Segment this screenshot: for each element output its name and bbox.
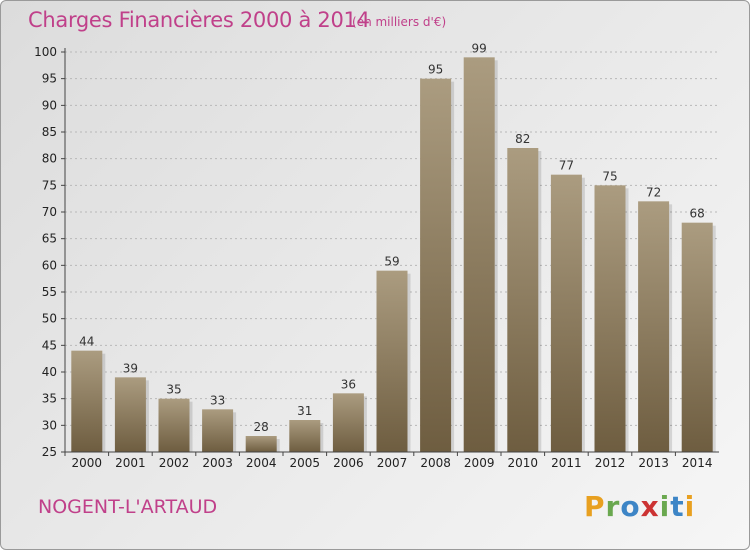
x-tick-label: 2002 xyxy=(159,456,190,470)
bar-2006 xyxy=(332,393,364,452)
x-tick-label: 2014 xyxy=(682,456,713,470)
bar-2009 xyxy=(463,57,495,452)
data-label: 31 xyxy=(297,404,312,418)
data-label: 39 xyxy=(123,361,138,375)
data-label: 75 xyxy=(602,169,617,183)
logo-letter: i xyxy=(684,490,696,523)
y-tick-label: 100 xyxy=(34,45,57,59)
logo-letter: t xyxy=(670,490,685,523)
bar-2003 xyxy=(202,409,234,452)
bar-2011 xyxy=(550,174,582,452)
y-tick-label: 60 xyxy=(42,258,57,272)
chart-title: Charges Financières 2000 à 2014 xyxy=(28,8,370,32)
logo-letter: i xyxy=(659,490,671,523)
data-label: 95 xyxy=(428,63,443,77)
y-tick-label: 25 xyxy=(42,445,57,459)
logo-letter: r xyxy=(605,490,621,523)
data-label: 59 xyxy=(384,255,399,269)
data-label: 99 xyxy=(472,41,487,55)
bar-2001 xyxy=(114,377,146,452)
x-tick-label: 2005 xyxy=(290,456,321,470)
bar-2014 xyxy=(681,222,713,452)
x-tick-label: 2008 xyxy=(420,456,451,470)
bar-2012 xyxy=(594,185,626,453)
data-label: 36 xyxy=(341,377,356,391)
bar-2000 xyxy=(71,350,103,452)
x-tick-label: 2000 xyxy=(72,456,103,470)
logo-letter: P xyxy=(584,490,606,523)
bar-2002 xyxy=(158,398,190,452)
chart-subtitle: (en milliers d'€) xyxy=(352,15,447,29)
commune-name: NOGENT-L'ARTAUD xyxy=(38,496,218,518)
data-label: 77 xyxy=(559,159,574,173)
y-tick-label: 55 xyxy=(42,285,57,299)
bar-2008 xyxy=(420,78,452,453)
x-tick-label: 2011 xyxy=(551,456,582,470)
y-tick-label: 70 xyxy=(42,205,57,219)
data-label: 35 xyxy=(166,383,181,397)
proxiti-logo: Proxiti xyxy=(584,490,695,523)
bar-2007 xyxy=(376,270,408,452)
x-tick-label: 2003 xyxy=(202,456,233,470)
y-tick-label: 35 xyxy=(42,392,57,406)
x-tick-label: 2010 xyxy=(508,456,539,470)
y-tick-label: 50 xyxy=(42,312,57,326)
data-label: 82 xyxy=(515,132,530,146)
y-tick-label: 85 xyxy=(42,125,57,139)
data-label: 28 xyxy=(254,420,269,434)
y-tick-label: 30 xyxy=(42,418,57,432)
y-tick-label: 65 xyxy=(42,232,57,246)
bar-2010 xyxy=(507,148,539,452)
data-label: 44 xyxy=(79,335,94,349)
logo-letter: o xyxy=(620,490,641,523)
y-tick-label: 40 xyxy=(42,365,57,379)
x-tick-label: 2013 xyxy=(638,456,669,470)
data-label: 68 xyxy=(690,207,705,221)
x-tick-label: 2001 xyxy=(115,456,146,470)
bar-2013 xyxy=(638,201,670,452)
logo-letter: x xyxy=(640,490,660,523)
x-tick-label: 2004 xyxy=(246,456,277,470)
data-label: 72 xyxy=(646,185,661,199)
y-tick-label: 75 xyxy=(42,178,57,192)
x-tick-label: 2006 xyxy=(333,456,364,470)
y-tick-label: 95 xyxy=(42,72,57,86)
y-tick-label: 90 xyxy=(42,98,57,112)
x-tick-label: 2009 xyxy=(464,456,495,470)
y-tick-label: 45 xyxy=(42,338,57,352)
data-label: 33 xyxy=(210,393,225,407)
x-tick-label: 2012 xyxy=(595,456,626,470)
bar-2005 xyxy=(289,420,321,452)
x-tick-label: 2007 xyxy=(377,456,408,470)
y-tick-label: 80 xyxy=(42,152,57,166)
bar-2004 xyxy=(245,436,277,452)
